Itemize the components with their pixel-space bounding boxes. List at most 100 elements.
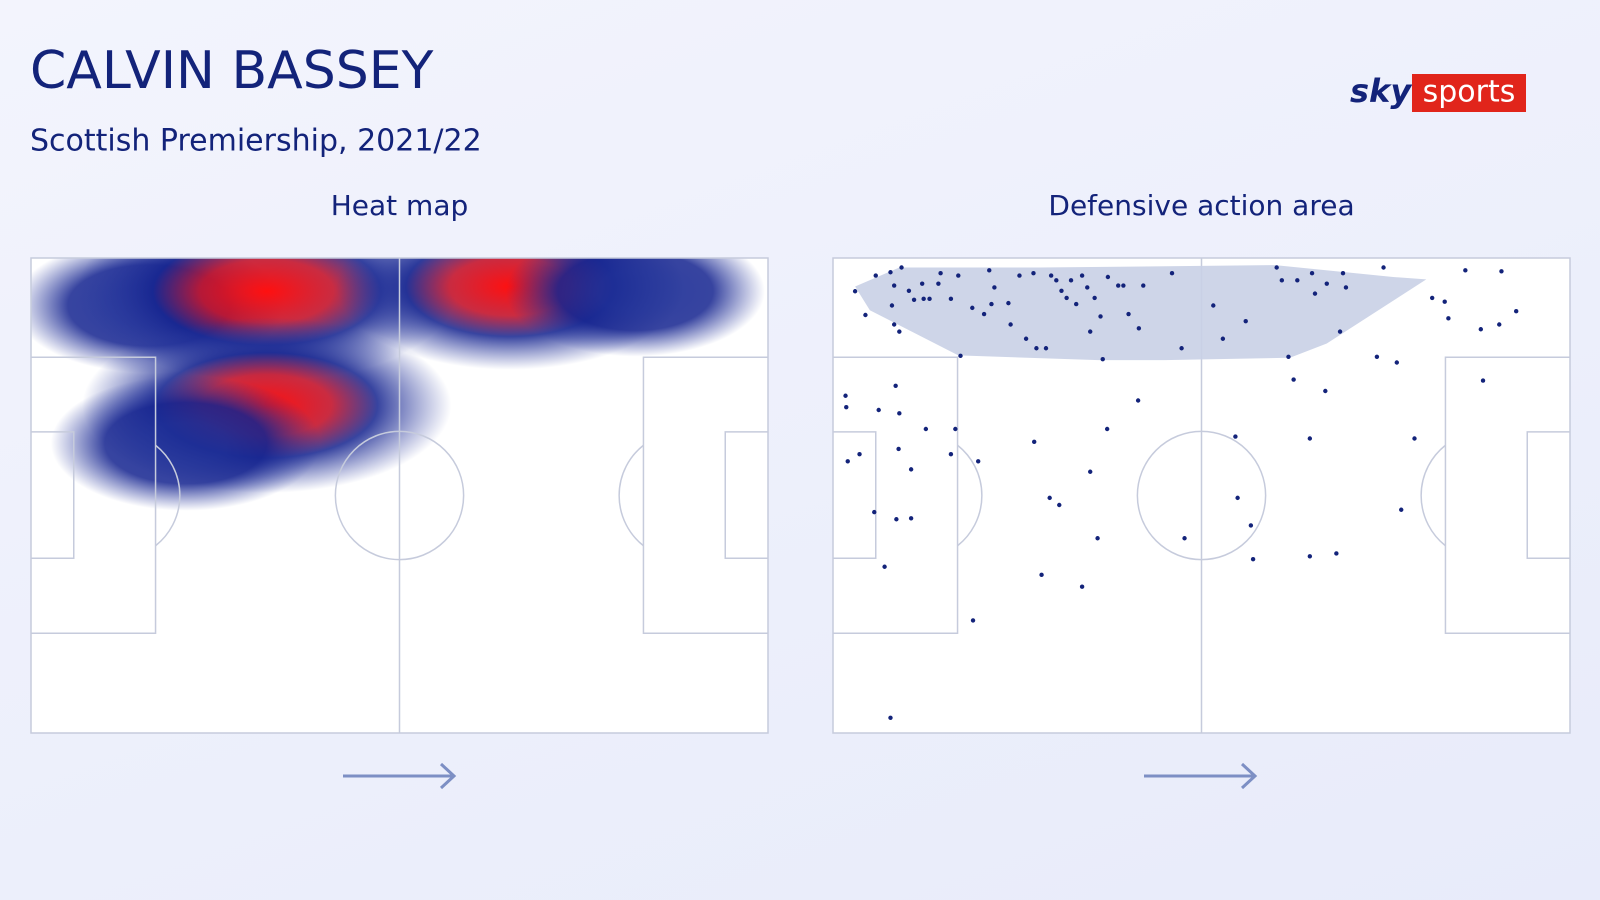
action-dot	[948, 451, 954, 457]
action-dot	[897, 411, 902, 416]
action-dot	[1079, 584, 1085, 589]
action-dot	[1279, 278, 1285, 283]
action-dot	[1043, 346, 1049, 351]
action-dot	[1008, 322, 1013, 327]
action-dot	[1141, 283, 1146, 288]
penalty-arc	[1420, 444, 1446, 547]
action-dot	[1057, 502, 1062, 508]
action-dot	[876, 407, 881, 413]
action-dot	[1513, 309, 1519, 314]
action-dot	[927, 296, 932, 302]
action-dot	[888, 715, 893, 720]
arrow-head	[439, 762, 457, 790]
action-dot	[889, 303, 895, 308]
action-dot	[882, 564, 887, 569]
action-dot	[1412, 436, 1417, 441]
action-dot	[1088, 329, 1093, 334]
brand-box	[1412, 74, 1526, 112]
action-dot	[975, 459, 981, 464]
action-dot	[844, 404, 849, 410]
action-dot	[970, 618, 976, 623]
brand-logo: sky sports	[1350, 72, 1526, 112]
action-dot	[894, 517, 899, 522]
action-dot	[1074, 301, 1079, 307]
action-dot	[1337, 329, 1343, 334]
action-dot	[1136, 326, 1142, 331]
action-dot	[1480, 378, 1486, 383]
action-dot	[1034, 346, 1039, 351]
action-dot	[1442, 299, 1447, 304]
action-dot	[1478, 327, 1484, 332]
brand-sports: sports	[1423, 75, 1516, 110]
panel-title: Defensive action area	[1048, 189, 1354, 222]
action-dot	[981, 311, 987, 317]
action-dot	[1499, 269, 1504, 274]
action-dot	[1031, 271, 1036, 276]
action-dot	[843, 393, 848, 398]
penalty-arc	[155, 444, 181, 547]
action-dot	[1092, 295, 1097, 301]
penalty-arc	[618, 444, 644, 547]
action-area	[855, 265, 1427, 361]
action-dot	[919, 281, 925, 286]
player-name: CALVIN BASSEY	[30, 41, 434, 101]
action-dot	[1023, 336, 1029, 341]
action-dot	[845, 459, 850, 464]
action-dot	[1085, 285, 1090, 290]
action-dot	[1169, 271, 1175, 276]
arrow	[343, 762, 1258, 790]
action-dot	[923, 426, 929, 432]
action-dot	[1243, 318, 1248, 324]
action-dot	[989, 301, 994, 307]
action-dot	[896, 446, 901, 452]
action-dot	[899, 265, 904, 270]
action-dot	[1399, 507, 1404, 512]
action-dot	[1295, 278, 1300, 283]
action-dot	[1248, 523, 1254, 528]
action-dot	[863, 312, 868, 318]
action-dot	[873, 273, 878, 278]
penalty-box	[642, 356, 768, 634]
action-dot	[906, 288, 912, 293]
action-dot	[872, 509, 877, 515]
action-dot	[1100, 356, 1105, 362]
action-dot	[1047, 495, 1052, 501]
action-dot	[1394, 360, 1400, 365]
action-dot	[1307, 554, 1313, 559]
action-dot	[891, 283, 897, 288]
action-dot	[1274, 265, 1279, 270]
action-dot	[1312, 291, 1318, 296]
penalty-box	[1444, 356, 1570, 634]
action-dot	[1324, 281, 1329, 286]
action-dot	[1059, 288, 1064, 293]
action-dot	[1291, 377, 1296, 382]
centre-circle	[1136, 430, 1267, 561]
action-dot	[987, 268, 992, 273]
action-dot	[1307, 436, 1313, 441]
action-dot	[1233, 434, 1238, 439]
penalty-arc	[957, 444, 983, 547]
brand-sky: sky	[1350, 72, 1412, 110]
action-dot	[1017, 273, 1022, 278]
action-dot	[908, 467, 914, 472]
action-dot	[1334, 551, 1339, 556]
action-dot	[1098, 314, 1103, 319]
action-dot	[1446, 316, 1451, 321]
six-yard-box	[31, 431, 75, 559]
action-dot	[1374, 354, 1380, 359]
panel: Defensive action area	[832, 189, 1571, 734]
heat-blob	[50, 375, 321, 511]
action-dot	[1105, 274, 1111, 280]
panel-title: Heat map	[331, 189, 469, 222]
action-dot	[1309, 271, 1315, 276]
action-dot	[1064, 295, 1069, 301]
action-dot	[992, 285, 997, 290]
action-dot	[1079, 273, 1085, 278]
six-yard-box	[833, 431, 877, 559]
action-dot	[953, 426, 958, 432]
action-dot	[1381, 265, 1386, 270]
panel: Heat map	[30, 189, 769, 734]
action-dot	[1048, 273, 1054, 278]
action-dot	[956, 273, 961, 278]
